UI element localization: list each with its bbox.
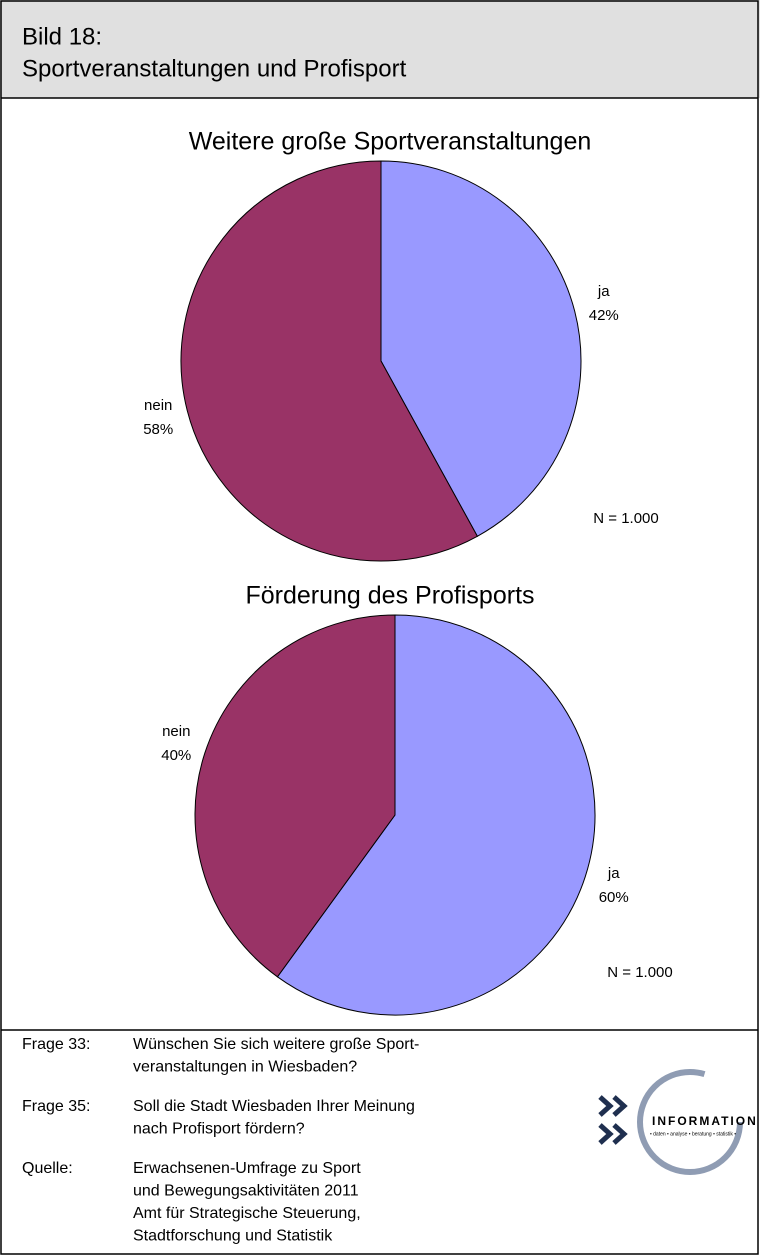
header-title: Sportveranstaltungen und Profisport (22, 55, 407, 82)
pie-slice (276, 614, 596, 1016)
footer-text: Amt für Strategische Steuerung, (133, 1205, 361, 1222)
slice-value-label: 42% (589, 307, 619, 324)
pie-slice (180, 160, 479, 562)
footer-text: Wünschen Sie sich weitere große Sport- (133, 1036, 419, 1053)
footer-text: Erwachsenen-Umfrage zu Sport (133, 1160, 361, 1177)
pie-slice (194, 614, 396, 978)
slice-label: nein (162, 723, 190, 740)
sample-size-note: N = 1.000 (607, 964, 672, 981)
slice-value-label: 58% (143, 421, 173, 438)
logo-ring (637, 1069, 743, 1175)
pie-slice (380, 160, 582, 537)
footer-text: Soll die Stadt Wiesbaden Ihrer Meinung (133, 1098, 415, 1115)
sample-size-note: N = 1.000 (593, 510, 658, 527)
footer-text: und Bewegungsaktivitäten 2011 (133, 1183, 359, 1200)
logo-chevrons (598, 1095, 628, 1145)
footer-text: veranstaltungen in Wiesbaden? (133, 1059, 357, 1076)
slice-value-label: 60% (599, 889, 629, 906)
slice-label: ja (597, 283, 610, 300)
logo-name: INFORMATION (652, 1114, 758, 1128)
footer-text: Stadtforschung und Statistik (133, 1228, 333, 1245)
footer-label: Frage 33: (22, 1036, 90, 1053)
logo-tagline: • daten • analyse • beratung • statistik… (650, 1131, 736, 1137)
chart-title: Förderung des Profisports (245, 582, 534, 610)
logo: INFORMATION • daten • analyse • beratung… (598, 1069, 758, 1175)
footer-label: Quelle: (22, 1160, 73, 1177)
header-title: Bild 18: (22, 23, 102, 50)
slice-value-label: 40% (161, 747, 191, 764)
footer-label: Frage 35: (22, 1098, 90, 1115)
slice-label: nein (144, 397, 172, 414)
footer-text: nach Profisport fördern? (133, 1121, 305, 1138)
chart-title: Weitere große Sportveranstaltungen (189, 128, 592, 156)
header-band (0, 0, 760, 98)
slice-label: ja (607, 865, 620, 882)
